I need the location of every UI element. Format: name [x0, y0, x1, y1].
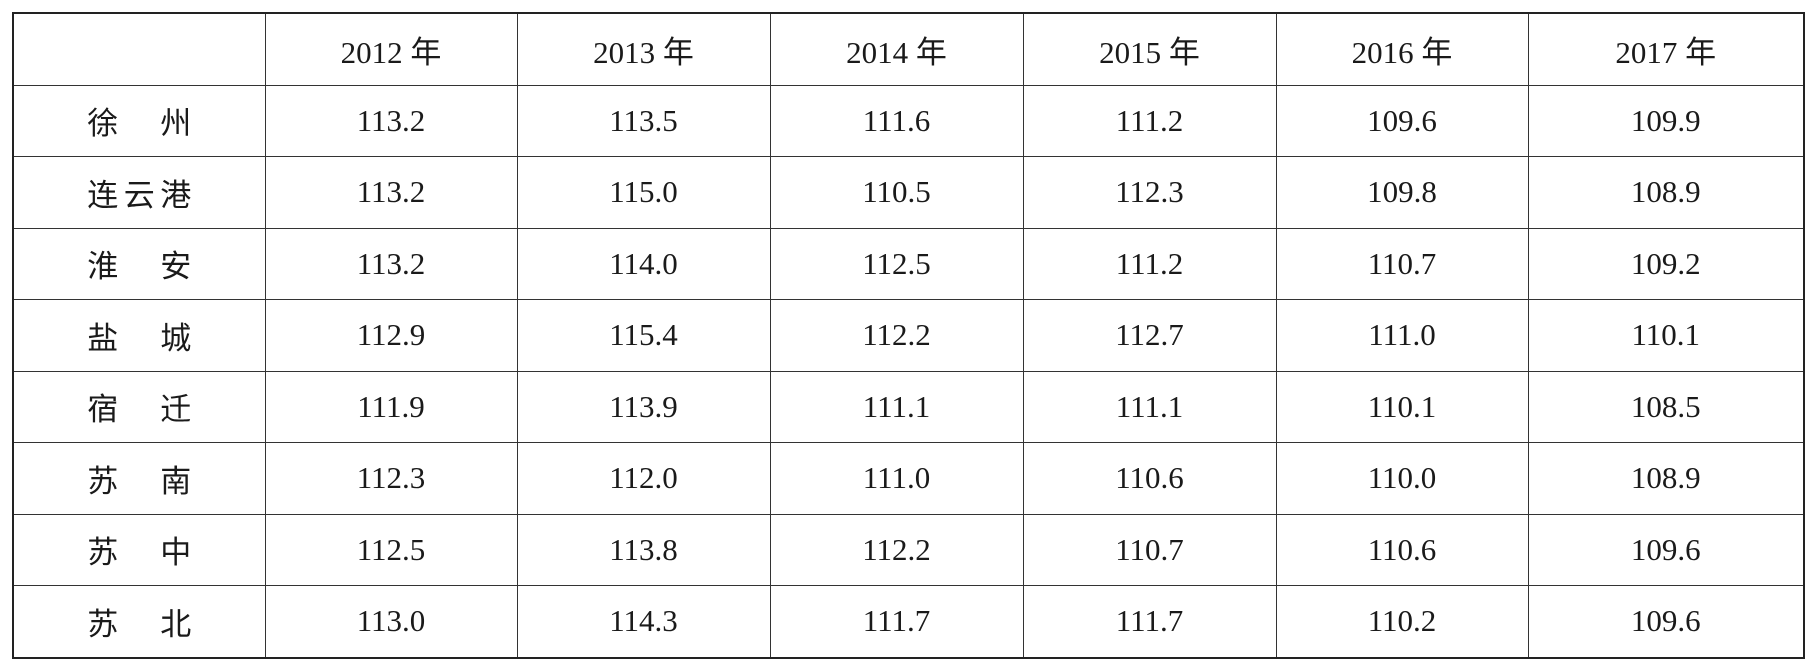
row-label: 苏南	[87, 463, 192, 499]
value-cell: 111.0	[769, 442, 1024, 515]
data-row: 淮安 113.2 114.0 112.5 111.2 110.7 109.2	[12, 227, 1805, 300]
value-cell: 110.5	[769, 156, 1024, 229]
data-row: 盐城 112.9 115.4 112.2 112.7 111.0 110.1	[12, 299, 1805, 372]
value-cell: 114.3	[516, 585, 771, 658]
value-cell: 109.6	[1527, 513, 1805, 586]
value-cell: 112.9	[264, 299, 518, 372]
row-label: 宿迁	[87, 392, 192, 428]
value-cell: 111.2	[1022, 227, 1277, 300]
value-cell: 110.6	[1022, 442, 1277, 515]
value-cell: 112.5	[264, 513, 518, 586]
data-row: 徐州 113.2 113.5 111.6 111.2 109.6 109.9	[12, 84, 1805, 157]
row-label-cell: 盐城	[12, 299, 266, 372]
value-cell: 111.9	[264, 370, 518, 443]
value-cell: 109.6	[1275, 84, 1529, 157]
value-cell: 115.0	[516, 156, 771, 229]
header-cell: 2016 年	[1275, 12, 1529, 86]
header-cell: 2014 年	[769, 12, 1024, 86]
value-cell: 112.7	[1022, 299, 1277, 372]
value-cell: 111.2	[1022, 84, 1277, 157]
value-cell: 111.7	[1022, 585, 1277, 658]
row-label: 苏中	[87, 535, 192, 571]
value-cell: 109.9	[1527, 84, 1805, 157]
value-cell: 114.0	[516, 227, 771, 300]
header-cell: 2017 年	[1527, 12, 1805, 86]
row-label-cell: 苏北	[12, 585, 266, 658]
value-cell: 113.5	[516, 84, 771, 157]
row-label: 淮安	[87, 249, 192, 285]
value-cell: 112.0	[516, 442, 771, 515]
value-cell: 108.9	[1527, 156, 1805, 229]
row-label-cell: 苏中	[12, 513, 266, 586]
value-cell: 110.0	[1275, 442, 1529, 515]
data-row: 苏中 112.5 113.8 112.2 110.7 110.6 109.6	[12, 513, 1805, 586]
value-cell: 108.9	[1527, 442, 1805, 515]
value-cell: 110.7	[1022, 513, 1277, 586]
value-cell: 109.2	[1527, 227, 1805, 300]
value-cell: 111.0	[1275, 299, 1529, 372]
row-label: 盐城	[87, 320, 192, 356]
value-cell: 112.3	[1022, 156, 1277, 229]
value-cell: 110.1	[1527, 299, 1805, 372]
header-row: 2012 年 2013 年 2014 年 2015 年 2016 年 2017 年	[12, 12, 1805, 86]
value-cell: 115.4	[516, 299, 771, 372]
data-row: 连云港 113.2 115.0 110.5 112.3 109.8 108.9	[12, 156, 1805, 229]
data-row: 苏南 112.3 112.0 111.0 110.6 110.0 108.9	[12, 442, 1805, 515]
value-cell: 113.2	[264, 227, 518, 300]
value-cell: 113.2	[264, 84, 518, 157]
header-cell: 2013 年	[516, 12, 771, 86]
header-cell	[12, 12, 266, 86]
header-cell: 2015 年	[1022, 12, 1277, 86]
row-label: 徐州	[87, 106, 192, 142]
table-container: 2012 年 2013 年 2014 年 2015 年 2016 年 2017 年徐州 11…	[12, 12, 1805, 659]
value-cell: 110.1	[1275, 370, 1529, 443]
row-label-cell: 淮安	[12, 227, 266, 300]
value-cell: 109.6	[1527, 585, 1805, 658]
header-cell: 2012 年	[264, 12, 518, 86]
value-cell: 113.0	[264, 585, 518, 658]
value-cell: 112.5	[769, 227, 1024, 300]
value-cell: 111.1	[1022, 370, 1277, 443]
value-cell: 110.6	[1275, 513, 1529, 586]
value-cell: 109.8	[1275, 156, 1529, 229]
value-cell: 110.7	[1275, 227, 1529, 300]
row-label-cell: 宿迁	[12, 370, 266, 443]
value-cell: 111.6	[769, 84, 1024, 157]
value-cell: 108.5	[1527, 370, 1805, 443]
value-cell: 112.2	[769, 299, 1024, 372]
data-table: 2012 年 2013 年 2014 年 2015 年 2016 年 2017 年徐州 11…	[12, 12, 1805, 659]
row-label: 连云港	[87, 177, 192, 213]
row-label: 苏北	[87, 606, 192, 642]
value-cell: 110.2	[1275, 585, 1529, 658]
data-row: 宿迁 111.9 113.9 111.1 111.1 110.1 108.5	[12, 370, 1805, 443]
row-label-cell: 苏南	[12, 442, 266, 515]
value-cell: 113.8	[516, 513, 771, 586]
value-cell: 112.2	[769, 513, 1024, 586]
value-cell: 113.9	[516, 370, 771, 443]
value-cell: 111.1	[769, 370, 1024, 443]
data-row: 苏北 113.0 114.3 111.7 111.7 110.2 109.6	[12, 585, 1805, 658]
value-cell: 111.7	[769, 585, 1024, 658]
row-label-cell: 徐州	[12, 84, 266, 157]
value-cell: 112.3	[264, 442, 518, 515]
row-label-cell: 连云港	[12, 156, 266, 229]
value-cell: 113.2	[264, 156, 518, 229]
